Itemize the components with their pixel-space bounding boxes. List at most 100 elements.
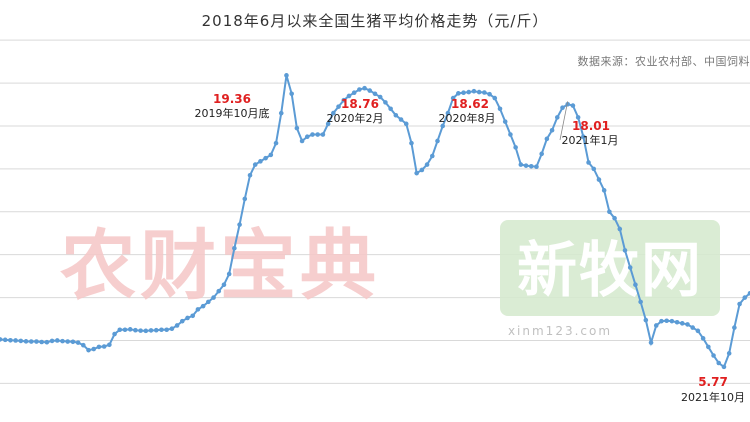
data-point	[461, 90, 466, 96]
data-point	[263, 155, 268, 161]
data-point	[726, 351, 732, 356]
data-point	[429, 153, 435, 159]
data-point	[351, 90, 357, 96]
data-point	[185, 315, 190, 321]
peak-date-label: 2020年8月	[439, 111, 496, 125]
data-point	[206, 299, 211, 305]
data-point	[669, 318, 675, 324]
peak-date-label: 2020年2月	[327, 111, 384, 125]
data-point	[513, 145, 518, 150]
data-point	[409, 140, 414, 146]
data-point	[502, 119, 508, 124]
data-point	[169, 326, 175, 331]
data-point	[388, 106, 393, 112]
data-point	[289, 91, 294, 97]
data-point	[372, 91, 378, 97]
data-point	[456, 91, 461, 96]
data-point	[674, 319, 680, 325]
data-point	[508, 132, 513, 137]
data-point	[742, 295, 748, 300]
data-point	[492, 95, 498, 101]
data-point	[659, 318, 664, 324]
peak-value-label: 18.62	[451, 97, 489, 111]
peak-date-label: 2021年10月	[681, 390, 745, 404]
data-point	[424, 162, 430, 167]
data-point	[252, 162, 258, 167]
data-point	[315, 132, 321, 137]
chart-title: 2018年6月以来全国生猪平均价格走势（元/斤）	[201, 12, 549, 30]
data-point	[403, 121, 409, 127]
data-point	[393, 112, 399, 118]
data-point	[482, 90, 487, 95]
data-point	[721, 364, 727, 370]
data-point	[2, 337, 8, 343]
data-point	[471, 88, 477, 94]
data-point	[96, 344, 102, 350]
data-point	[607, 209, 612, 215]
data-point	[179, 318, 185, 324]
data-point	[487, 91, 492, 97]
data-point	[695, 328, 701, 334]
data-point	[70, 339, 76, 345]
watermark-left-text: 农财宝典	[60, 221, 380, 310]
data-point	[34, 339, 39, 344]
data-point	[44, 339, 50, 345]
data-point	[232, 245, 237, 251]
peak-date-label: 2021年1月	[562, 133, 619, 147]
data-point	[528, 164, 534, 169]
data-point	[143, 328, 149, 334]
data-point	[560, 105, 565, 111]
data-point	[440, 123, 446, 129]
data-point	[367, 88, 373, 93]
data-point	[435, 138, 440, 144]
data-point	[497, 106, 503, 112]
data-point	[700, 336, 706, 341]
data-point	[633, 282, 638, 288]
data-source-note: 数据来源：农业农村部、中国饲料	[577, 55, 750, 68]
data-point	[273, 140, 279, 146]
data-point	[653, 323, 659, 328]
data-point	[299, 138, 305, 144]
watermark-right: 新牧网 xinm123.com	[500, 220, 720, 338]
data-point	[575, 115, 581, 120]
data-point	[107, 342, 112, 348]
data-point	[310, 132, 315, 137]
data-point	[211, 295, 216, 300]
data-point	[101, 344, 107, 349]
data-point	[237, 222, 242, 227]
peak-value-label: 18.76	[341, 97, 379, 111]
data-point	[112, 331, 117, 337]
data-point	[581, 134, 586, 139]
data-point	[117, 327, 123, 333]
data-point	[685, 322, 690, 327]
data-point	[601, 188, 607, 193]
data-point	[617, 226, 623, 232]
data-point	[138, 328, 143, 333]
data-point	[284, 73, 289, 78]
data-point	[278, 110, 284, 116]
data-point	[398, 117, 404, 122]
data-point	[86, 347, 91, 353]
data-point	[242, 196, 248, 202]
data-point	[554, 115, 560, 120]
data-point	[164, 327, 169, 333]
data-point	[190, 313, 196, 319]
data-point	[445, 110, 451, 116]
data-point	[570, 103, 576, 108]
data-point	[336, 104, 341, 109]
data-point	[39, 339, 44, 345]
data-point	[294, 125, 300, 131]
peak-date-label: 2019年10月底	[195, 106, 270, 120]
data-point	[638, 299, 643, 305]
data-point	[357, 87, 362, 92]
data-point	[518, 162, 524, 167]
peak-value-label: 18.01	[572, 119, 610, 133]
data-point	[466, 89, 472, 95]
data-point	[706, 344, 711, 350]
peak-value-label: 19.36	[213, 92, 251, 106]
data-point	[596, 177, 602, 182]
data-point	[23, 339, 29, 344]
data-point	[49, 338, 55, 344]
data-point	[747, 290, 750, 296]
